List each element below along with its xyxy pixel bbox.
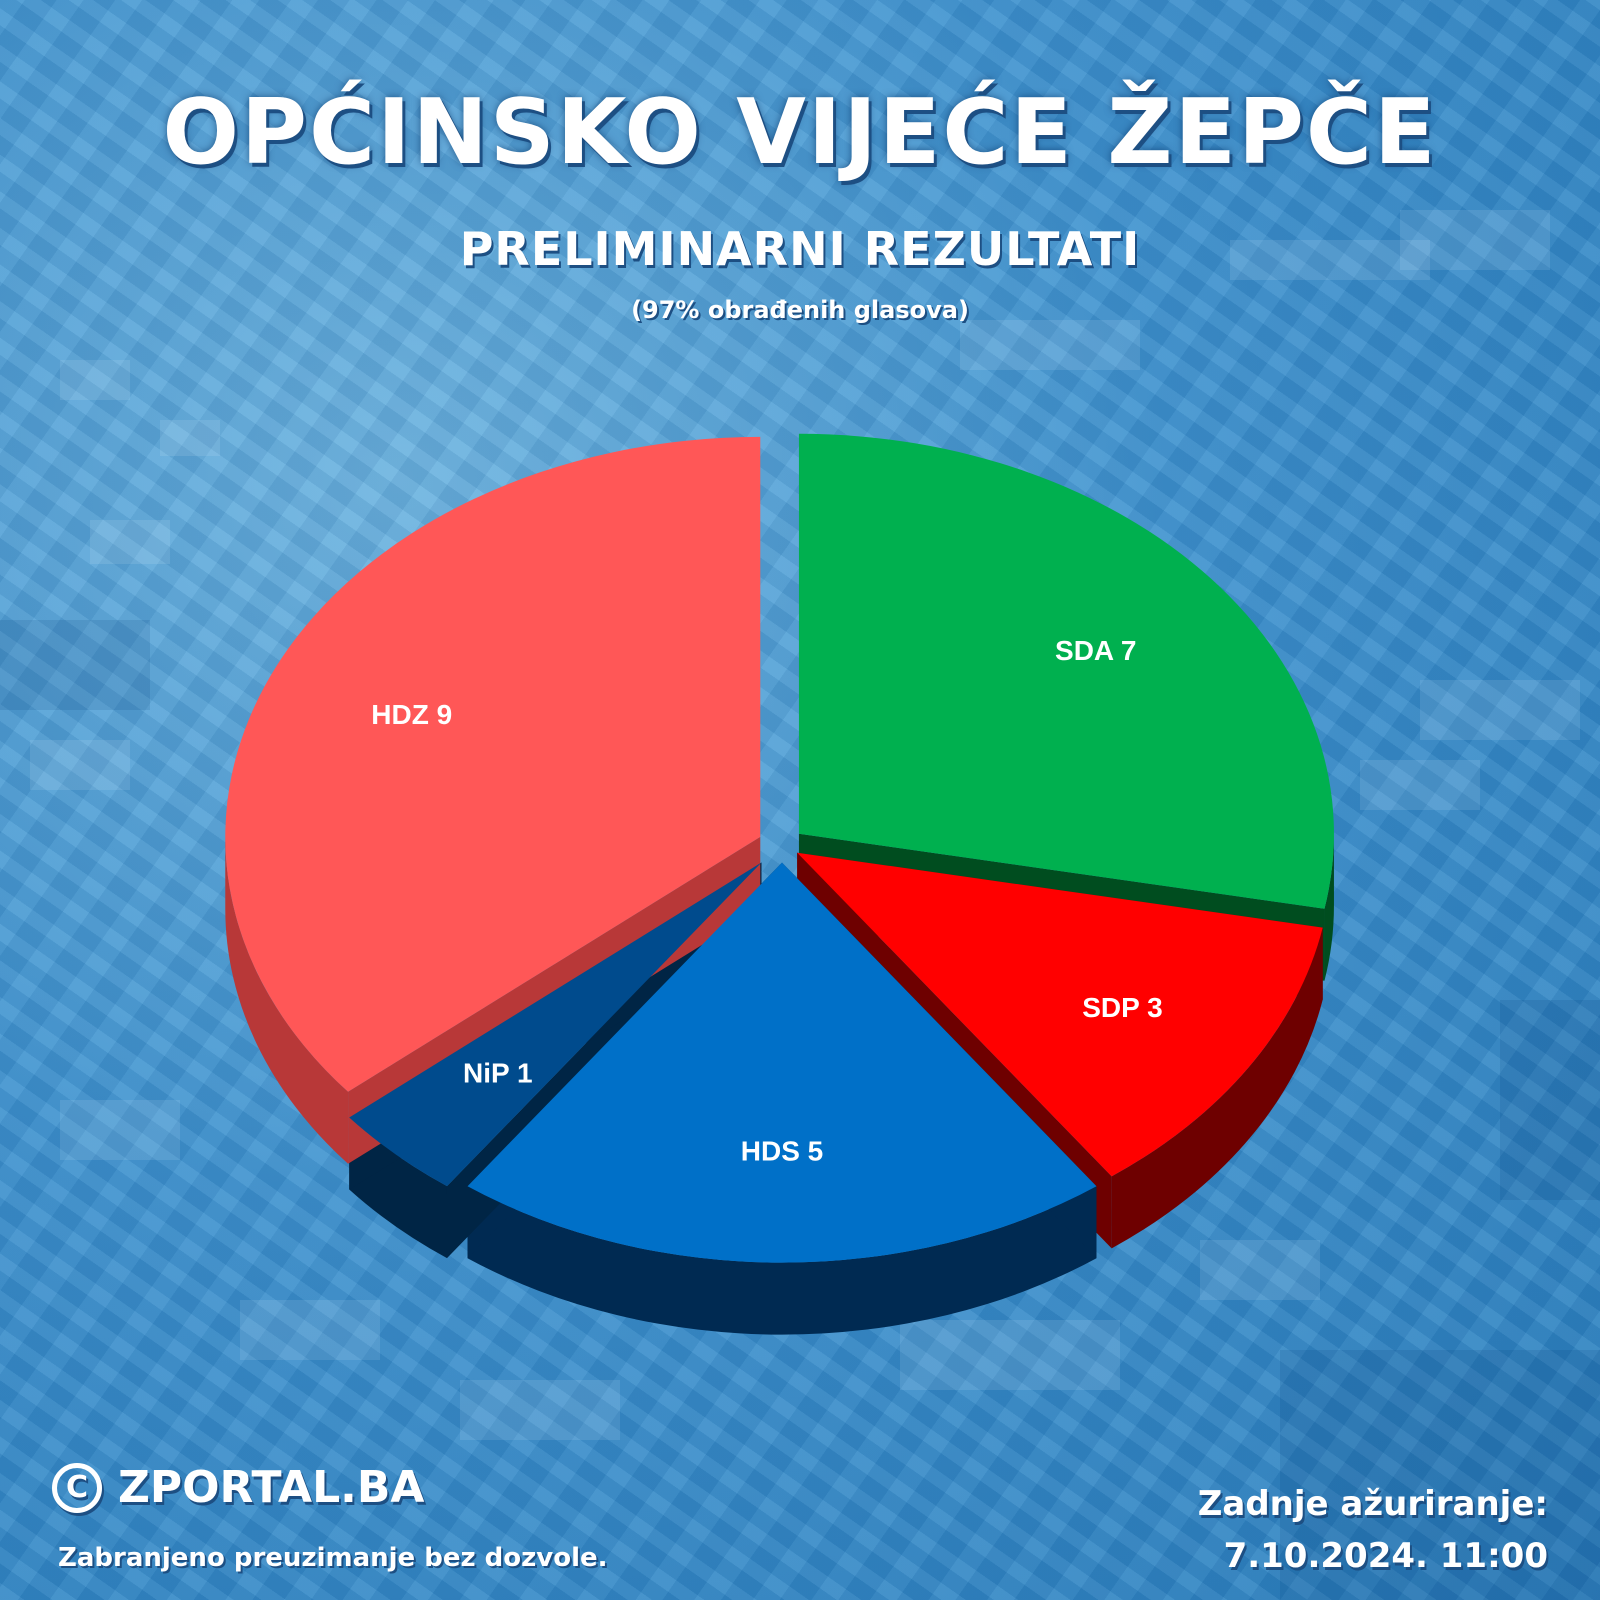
slice-sda — [798, 433, 1334, 909]
slice-label-sda: SDA 7 — [1055, 635, 1136, 666]
copyright-icon: C — [52, 1462, 102, 1513]
page-subtitle: PRELIMINARNI REZULTATI — [459, 222, 1141, 276]
last-updated-value: 7.10.2024. 11:00 — [1223, 1536, 1548, 1576]
brand: C ZPORTAL.BA — [52, 1462, 424, 1513]
page-title: OPĆINSKO VIJEĆE ŽEPČE — [162, 80, 1438, 185]
processed-votes-note: (97% obrađenih glasova) — [631, 296, 969, 324]
slice-side-sda — [1324, 833, 1334, 981]
slice-nip — [349, 862, 762, 1187]
brand-name: ZPORTAL.BA — [118, 1462, 425, 1513]
slice-side-hdz — [225, 836, 349, 1164]
slice-sdp — [797, 852, 1323, 1177]
slice-hdz — [225, 436, 761, 1092]
slice-label-hdz: HDZ 9 — [371, 699, 452, 730]
slice-label-sdp: SDP 3 — [1082, 992, 1162, 1023]
pie-labels: SDA 7 SDP 3 HDS 5 NiP 1 HDZ 9 — [371, 635, 1162, 1166]
slice-label-hds: HDS 5 — [741, 1136, 823, 1167]
slice-side-sdp — [1111, 927, 1323, 1249]
slice-label-nip: NiP 1 — [463, 1057, 533, 1088]
slice-side-hds — [467, 1186, 1097, 1335]
slice-hds — [467, 862, 1097, 1263]
copyright-disclaimer: Zabranjeno preuzimanje bez dozvole. — [58, 1543, 608, 1573]
last-updated-label: Zadnje ažuriranje: — [1197, 1484, 1548, 1524]
pie-tops — [225, 433, 1334, 1263]
last-updated: Zadnje ažuriranje: 7.10.2024. 11:00 — [1198, 1478, 1548, 1582]
